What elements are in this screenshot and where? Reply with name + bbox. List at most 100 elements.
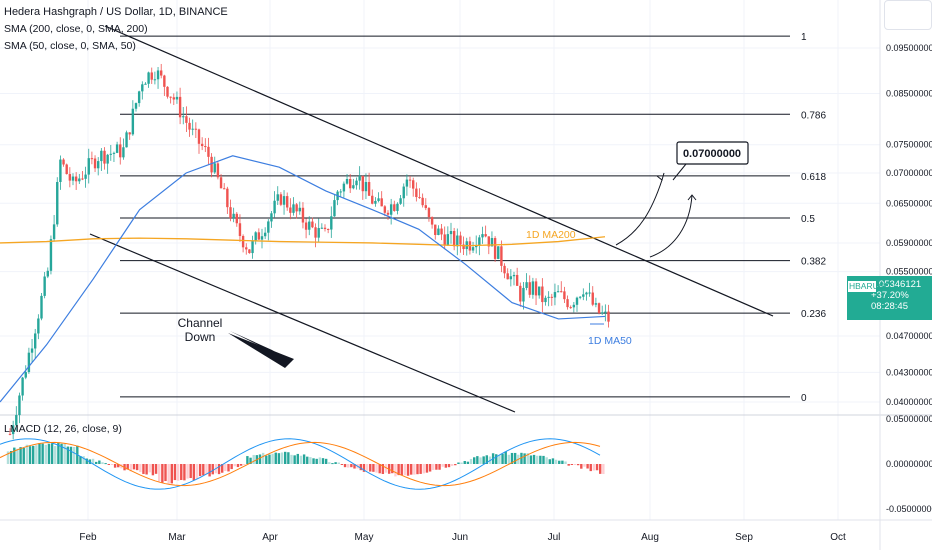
candle-body: [115, 144, 119, 153]
macd-histogram-bar: [485, 455, 488, 464]
macd-histogram-bar: [504, 451, 507, 464]
macd-histogram-bar: [573, 464, 577, 465]
macd-line: [0, 438, 601, 490]
last-price-value: 0.05346121: [871, 279, 922, 290]
candle-body: [257, 232, 261, 240]
channel-down-lines: [89, 25, 774, 413]
macd-histogram-bar: [306, 456, 309, 464]
macd-histogram-bar: [189, 464, 192, 479]
candle-body: [106, 154, 109, 164]
candle-body: [213, 163, 216, 173]
candle-body: [415, 188, 418, 198]
macd-histogram-bar: [576, 464, 580, 466]
macd-histogram-bar: [561, 460, 564, 464]
candle-body: [109, 153, 112, 155]
macd-histogram-bar: [372, 464, 375, 472]
candle-body: [59, 159, 62, 182]
macd-histogram-bar: [293, 455, 296, 464]
candle-body: [544, 297, 547, 303]
macd-histogram-bar: [551, 458, 555, 464]
macd-histogram-bar: [180, 464, 183, 480]
macd-histogram-bar: [224, 464, 227, 471]
candle-body: [582, 294, 585, 297]
fib-label-0.5: 0.5: [801, 214, 815, 225]
candle-body: [443, 234, 446, 246]
projection-arrow-2: [649, 194, 693, 258]
candle-body: [361, 175, 364, 192]
macd-histogram-bar: [599, 464, 602, 474]
candle-body: [100, 150, 103, 162]
macd-histogram-bar: [520, 452, 523, 464]
candle-body: [153, 79, 157, 81]
candle-body: [216, 163, 220, 178]
candle-body: [553, 292, 557, 298]
candle-body: [522, 287, 525, 302]
candle-body: [260, 236, 264, 240]
candle-body: [342, 183, 346, 192]
candle-body: [497, 246, 500, 259]
candle-body: [503, 265, 506, 274]
candle-body: [30, 348, 34, 353]
candle-body: [339, 191, 342, 193]
macd-histogram-bar: [13, 447, 16, 464]
candle-body: [112, 152, 116, 154]
macd-histogram-bar: [35, 445, 38, 464]
ma200-annotation: 1D MA200: [526, 229, 576, 241]
macd-histogram-bar: [132, 464, 136, 470]
lmacd-legend: LMACD (12, 26, close, 9): [4, 423, 122, 435]
macd-histogram-bar: [161, 464, 164, 483]
candle-body: [34, 333, 37, 349]
candle-body: [172, 97, 175, 100]
candle-body: [471, 247, 475, 251]
macd-histogram-bar: [227, 464, 230, 472]
chart-title: Hedera Hashgraph / US Dollar, 1D, BINANC…: [4, 6, 228, 18]
candle-body: [528, 282, 531, 295]
candle-body: [566, 299, 569, 308]
candle-countdown: 08:28:45: [871, 301, 908, 312]
macd-histogram-bar: [198, 464, 202, 477]
candle-body: [245, 247, 248, 250]
macd-histogram-bar: [110, 464, 114, 465]
macd-histogram-bar: [246, 456, 249, 464]
candle-body: [525, 282, 528, 288]
macd-histogram-bar: [98, 460, 101, 464]
macd-histogram-bar: [410, 464, 413, 475]
candle-body: [65, 164, 68, 175]
candle-body: [380, 198, 383, 207]
candle-body: [125, 132, 128, 148]
candle-body: [481, 234, 484, 238]
macd-histogram-bar: [239, 464, 243, 466]
candle-body: [188, 122, 191, 130]
candle-body: [449, 231, 453, 235]
settings-button[interactable]: [884, 0, 932, 30]
macd-histogram-bar: [82, 456, 85, 464]
candle-body: [141, 84, 144, 92]
candle-body: [430, 217, 434, 225]
macd-histogram-bar: [454, 464, 457, 466]
candle-body: [18, 395, 21, 416]
candle-body: [594, 303, 598, 305]
candle-body: [578, 296, 582, 298]
macd-histogram-bar: [400, 464, 403, 476]
candle-body: [251, 240, 254, 254]
macd-histogram-bar: [334, 462, 337, 464]
macd-tick-2: -0.05000000: [886, 504, 932, 514]
macd-histogram-bar: [299, 455, 303, 464]
candle-body: [345, 178, 349, 184]
candle-body: [330, 216, 333, 230]
candle-body: [311, 221, 314, 228]
macd-histogram-bar: [510, 452, 514, 464]
price-tick-4: 0.06500000: [886, 198, 932, 208]
candle-body: [74, 176, 78, 182]
candle-body: [601, 312, 604, 314]
candle-body: [8, 433, 12, 435]
macd-histogram-bar: [28, 446, 32, 464]
macd-histogram-bar: [482, 456, 485, 464]
time-tick-oct: Oct: [830, 532, 846, 543]
lmacd-indicator: [0, 438, 605, 490]
macd-histogram-bar: [205, 464, 208, 475]
candle-body: [399, 198, 402, 204]
candle-body: [11, 425, 15, 435]
